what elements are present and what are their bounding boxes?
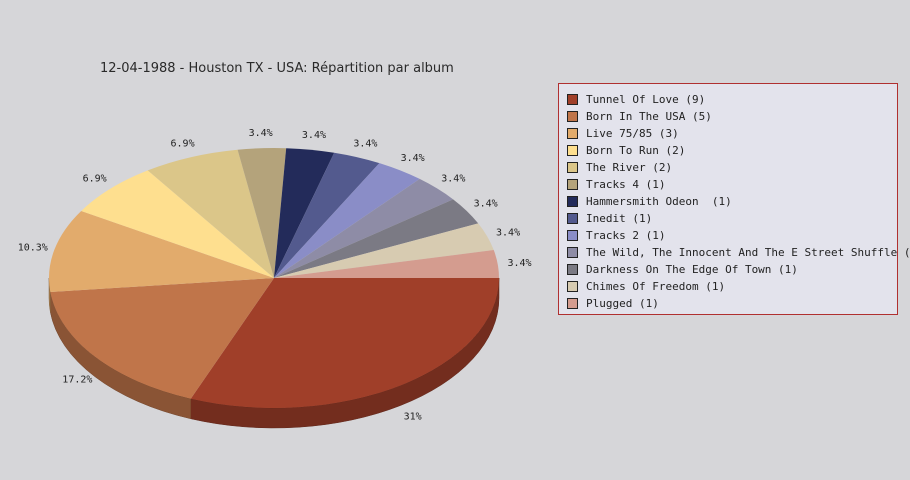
legend-label: Tunnel Of Love (9) bbox=[586, 93, 706, 106]
legend-swatch bbox=[567, 247, 578, 258]
legend-swatch bbox=[567, 94, 578, 105]
pie-slice-the-wild-the-innocent-and-the-e-street-shuffle bbox=[274, 178, 454, 278]
legend-item-the-river: The River (2) bbox=[567, 159, 897, 176]
slice-label-the-wild-the-innocent-and-the-e-street-shuffle: 3.4% bbox=[441, 174, 465, 185]
pie-slice-chimes-of-freedom bbox=[274, 223, 494, 278]
slice-label-darkness-on-the-edge-of-town: 3.4% bbox=[474, 199, 498, 210]
legend-label: Live 75/85 (3) bbox=[586, 127, 679, 140]
legend-swatch bbox=[567, 213, 578, 224]
legend-label: Born To Run (2) bbox=[586, 144, 686, 157]
slice-label-chimes-of-freedom: 3.4% bbox=[496, 227, 520, 238]
legend-swatch bbox=[567, 111, 578, 122]
pie-slice-born-to-run bbox=[81, 170, 274, 278]
legend-swatch bbox=[567, 162, 578, 173]
slice-label-tracks-2: 3.4% bbox=[401, 153, 425, 164]
legend-item-tracks-2: Tracks 2 (1) bbox=[567, 227, 897, 244]
slice-label-plugged: 3.4% bbox=[508, 258, 532, 269]
slice-label-born-in-the-usa: 17.2% bbox=[62, 374, 92, 385]
legend-item-hammersmith-odeon: Hammersmith Odeon (1) bbox=[567, 193, 897, 210]
legend-swatch bbox=[567, 264, 578, 275]
legend: Tunnel Of Love (9) Born In The USA (5) Liv… bbox=[558, 83, 910, 315]
legend-label: Tracks 4 (1) bbox=[586, 178, 666, 191]
legend-item-darkness-on-the-edge-of-town: Darkness On The Edge Of Town (1) bbox=[567, 261, 897, 278]
slice-label-born-to-run: 6.9% bbox=[83, 174, 107, 185]
legend-label: Chimes Of Freedom (1) bbox=[586, 280, 726, 293]
pie-slice-tracks-2 bbox=[274, 163, 420, 278]
pie-slice-tracks-4 bbox=[237, 148, 287, 278]
legend-item-plugged: Plugged (1) bbox=[567, 295, 897, 312]
pie-slice-born-in-the-usa bbox=[50, 278, 275, 399]
legend-item-inedit: Inedit (1) bbox=[567, 210, 897, 227]
legend-item-born-to-run: Born To Run (2) bbox=[567, 142, 897, 159]
pie-slice-inedit bbox=[274, 152, 380, 278]
slice-label-hammersmith-odeon: 3.4% bbox=[302, 130, 326, 141]
legend-item-chimes-of-freedom: Chimes Of Freedom (1) bbox=[567, 278, 897, 295]
pie-slice-darkness-on-the-edge-of-town bbox=[274, 199, 479, 278]
legend-label: Inedit (1) bbox=[586, 212, 653, 225]
legend-label: The Wild, The Innocent And The E Street … bbox=[586, 246, 910, 259]
slice-label-tracks-4: 3.4% bbox=[249, 128, 273, 139]
legend-swatch bbox=[567, 128, 578, 139]
legend-item-born-in-the-usa: Born In The USA (5) bbox=[567, 108, 897, 125]
legend-label: The River (2) bbox=[586, 161, 673, 174]
pie-slice-hammersmith-odeon bbox=[274, 148, 335, 278]
legend-label: Darkness On The Edge Of Town (1) bbox=[586, 263, 798, 276]
pie-slice-tunnel-of-love bbox=[190, 278, 499, 408]
legend-label: Born In The USA (5) bbox=[586, 110, 712, 123]
legend-item-live-75-85: Live 75/85 (3) bbox=[567, 125, 897, 142]
legend-swatch bbox=[567, 145, 578, 156]
legend-swatch bbox=[567, 196, 578, 207]
pie-slice-live-75-85 bbox=[48, 210, 274, 293]
legend-swatch bbox=[567, 281, 578, 292]
legend-swatch bbox=[567, 179, 578, 190]
pie-slice-plugged bbox=[274, 250, 499, 278]
slice-label-tunnel-of-love: 31% bbox=[404, 411, 422, 422]
legend-swatch bbox=[567, 298, 578, 309]
slice-label-the-river: 6.9% bbox=[171, 138, 195, 149]
legend-item-the-wild-the-innocent-and-the-e-street-shuffle: The Wild, The Innocent And The E Street … bbox=[567, 244, 910, 261]
legend-item-tracks-4: Tracks 4 (1) bbox=[567, 176, 897, 193]
slice-label-inedit: 3.4% bbox=[353, 138, 377, 149]
chart-title: 12-04-1988 - Houston TX - USA: Répartiti… bbox=[100, 61, 454, 76]
legend-swatch bbox=[567, 230, 578, 241]
legend-label: Tracks 2 (1) bbox=[586, 229, 666, 242]
pie-slice-the-river bbox=[147, 149, 274, 278]
legend-label: Plugged (1) bbox=[586, 297, 659, 310]
legend-item-tunnel-of-love: Tunnel Of Love (9) bbox=[567, 91, 897, 108]
slice-label-live-75-85: 10.3% bbox=[18, 243, 48, 254]
legend-label: Hammersmith Odeon (1) bbox=[586, 195, 732, 208]
